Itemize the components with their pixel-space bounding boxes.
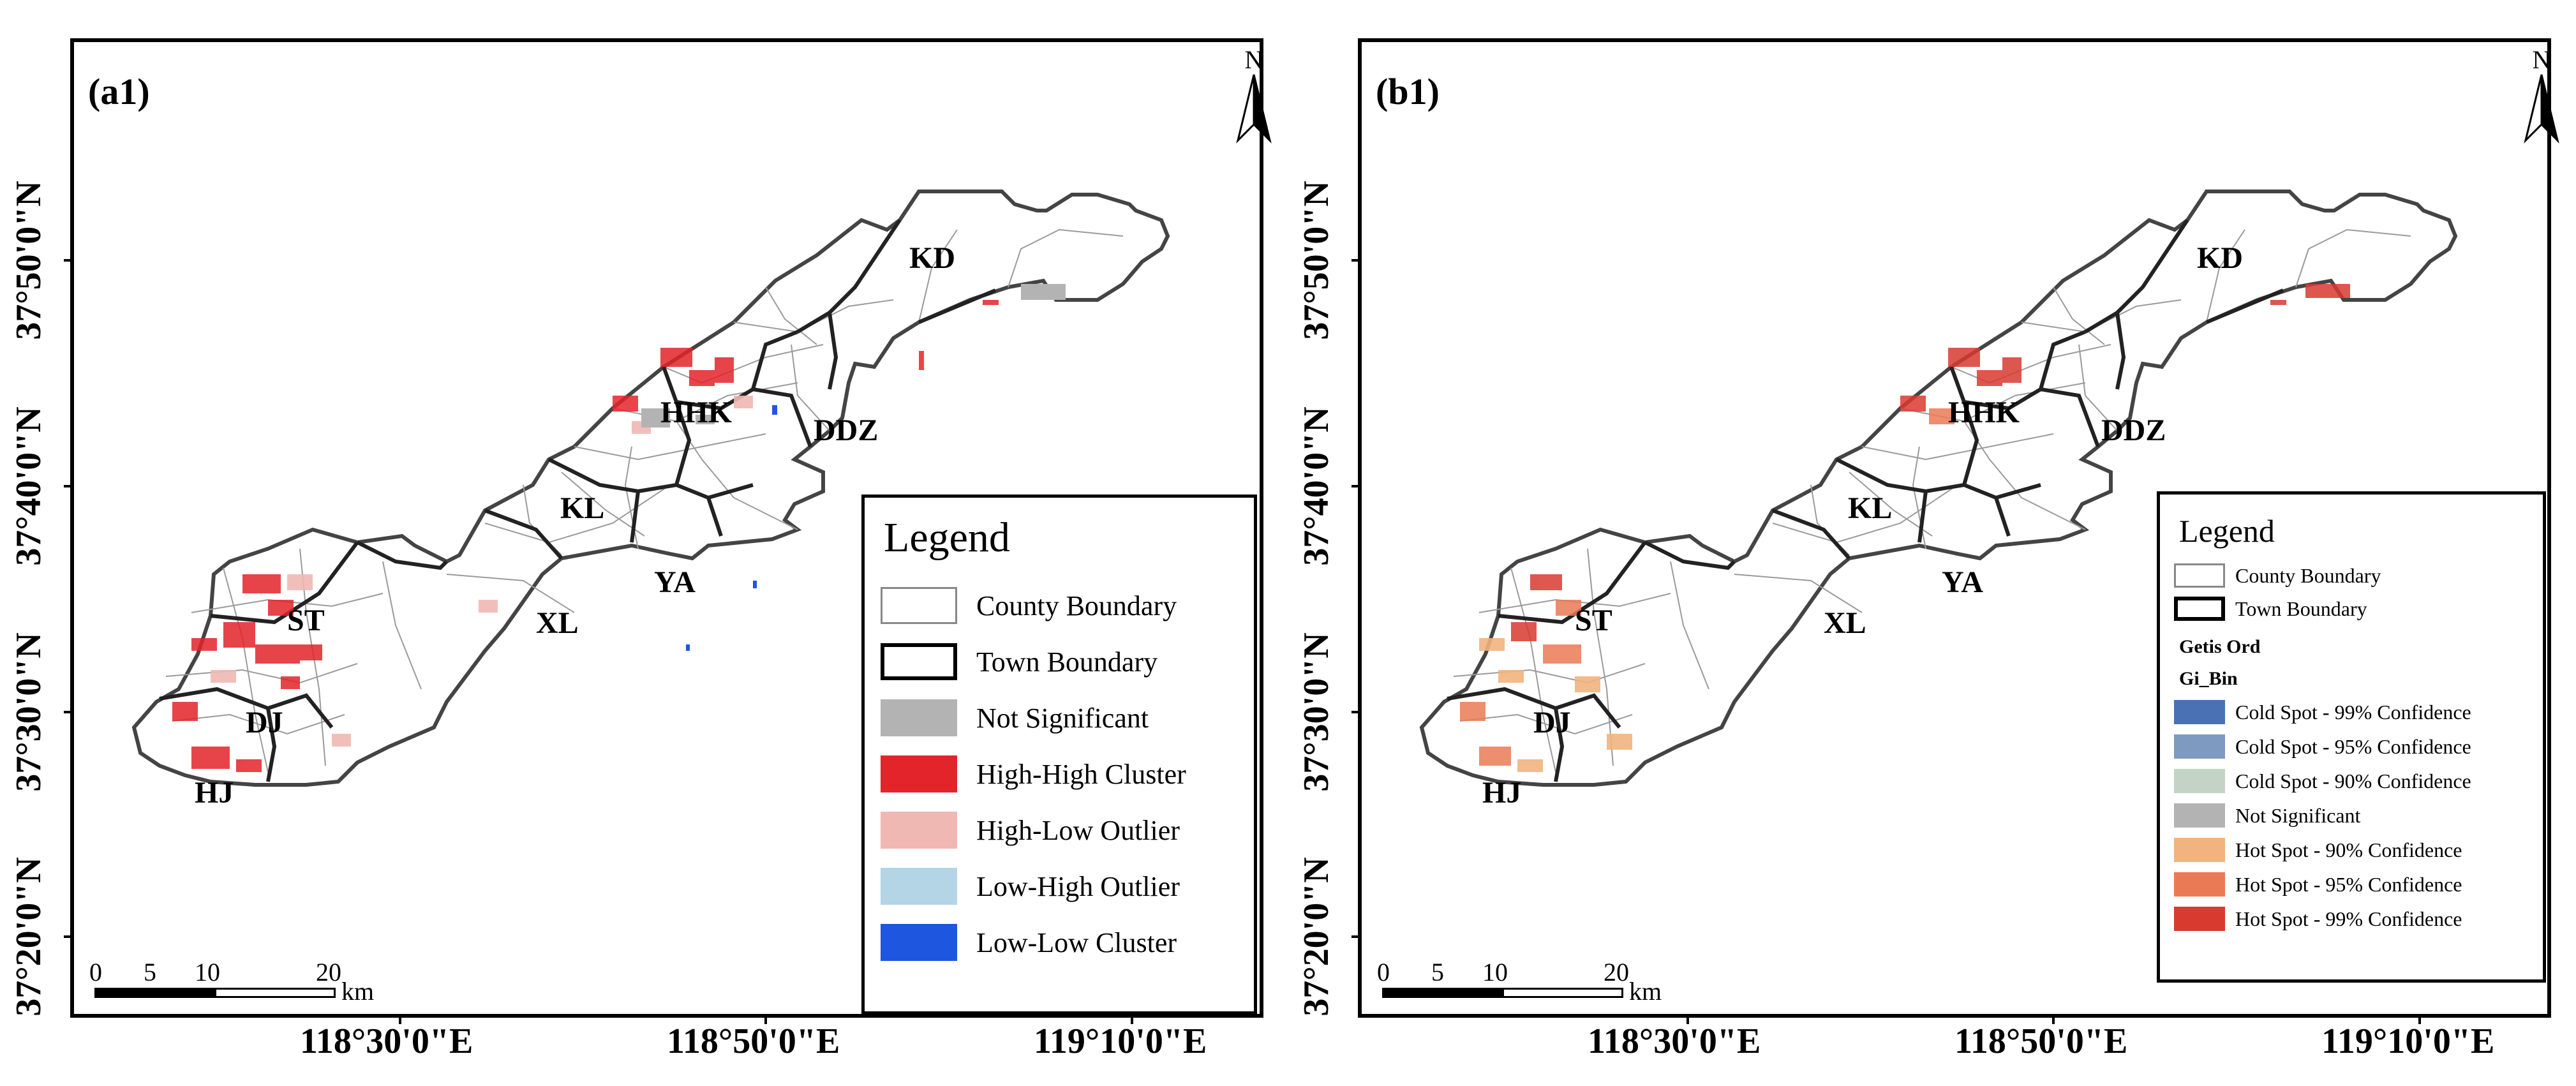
legend-item-hot-90: Hot Spot - 90% Confidence <box>2160 838 2462 862</box>
town-label-ya: YA <box>654 565 696 599</box>
lat-tick <box>1351 711 1359 713</box>
town-label-ya: YA <box>1942 565 1983 599</box>
lon-tick <box>764 1016 767 1024</box>
panel-label: (a1) <box>88 71 150 112</box>
town-label-kl: KL <box>560 491 604 525</box>
legend-item-county-boundary: County Boundary <box>2160 563 2381 588</box>
lat-label-37-20: 37°20'0"N <box>9 857 48 1016</box>
map-canvas: KD HHK DDZ KL YA XL ST DJ HJ <box>0 0 1276 810</box>
town-label-ddz: DDZ <box>814 413 878 447</box>
legend-item-cold-90: Cold Spot - 90% Confidence <box>2160 769 2471 793</box>
lon-label-119-10: 119°10'0"E <box>2321 1022 2495 1061</box>
lon-tick <box>2418 1016 2421 1024</box>
town-boundaries <box>159 219 997 782</box>
legend-field-sub: Gi_Bin <box>2179 668 2238 689</box>
north-arrow-icon: N <box>2524 45 2559 144</box>
legend-item-cold-99: Cold Spot - 99% Confidence <box>2160 700 2471 724</box>
lat-label-37-20: 37°20'0"N <box>1297 857 1336 1016</box>
town-label-hhk: HHK <box>1948 396 2020 429</box>
lon-label-119-10: 119°10'0"E <box>1034 1022 1207 1061</box>
legend-item-cold-95: Cold Spot - 95% Confidence <box>2160 734 2471 759</box>
legend-item-town-boundary: Town Boundary <box>2160 597 2367 621</box>
lat-tick <box>64 935 71 938</box>
lon-label-118-50: 118°50'0"E <box>1954 1022 2128 1061</box>
town-label-ddz: DDZ <box>2101 413 2166 447</box>
lon-label-118-30: 118°30'0"E <box>1588 1022 1761 1061</box>
lat-label-37-40: 37°40'0"N <box>9 406 48 566</box>
lat-tick <box>1351 485 1359 487</box>
town-label-kd: KD <box>909 241 955 275</box>
not-significant-areas <box>641 284 1066 428</box>
legend-item-town-boundary: Town Boundary <box>865 643 1158 680</box>
high-high-clusters <box>172 300 999 772</box>
north-arrow-icon: N <box>1236 45 1272 144</box>
legend-item-high-high: High-High Cluster <box>865 755 1186 792</box>
legend-lisa: Legend County Boundary Town Boundary Not… <box>861 495 1257 1015</box>
town-label-hj: HJ <box>195 776 234 810</box>
low-low-clusters <box>686 405 777 651</box>
hot-spots-90 <box>1479 638 1632 772</box>
lat-tick <box>1351 935 1359 938</box>
lat-tick <box>64 259 71 262</box>
legend-item-county-boundary: County Boundary <box>865 587 1177 624</box>
lat-tick <box>64 485 71 487</box>
panel-lisa: KD HHK DDZ KL YA XL ST DJ HJ (a1) N 37°5… <box>0 0 1276 1086</box>
svg-text:N: N <box>1245 45 1263 74</box>
legend-item-low-low: Low-Low Cluster <box>865 924 1177 961</box>
legend-item-hot-99: Hot Spot - 99% Confidence <box>2160 907 2462 931</box>
town-label-st: ST <box>1575 604 1612 637</box>
lat-label-37-30: 37°30'0"N <box>1297 632 1336 792</box>
legend-item-high-low: High-Low Outlier <box>865 812 1180 849</box>
map-canvas: KD HHK DDZ KL YA XL ST DJ HJ <box>1288 0 2564 810</box>
legend-item-not-significant: Not Significant <box>865 699 1149 736</box>
lat-tick <box>1351 259 1359 262</box>
lon-tick <box>1686 1016 1689 1024</box>
town-boundaries <box>1447 219 2284 782</box>
hot-spots-95 <box>1460 408 1954 766</box>
town-label-xl: XL <box>536 606 579 640</box>
lat-label-37-30: 37°30'0"N <box>9 632 48 792</box>
town-label-kd: KD <box>2197 241 2243 275</box>
panel-getis-ord: KD HHK DDZ KL YA XL ST DJ HJ (b1) N 37°5… <box>1288 0 2564 1086</box>
lon-tick <box>1131 1016 1133 1024</box>
lat-label-37-50: 37°50'0"N <box>9 181 48 340</box>
svg-text:N: N <box>2533 45 2551 74</box>
town-label-hj: HJ <box>1482 776 1521 810</box>
town-label-hhk: HHK <box>660 396 732 429</box>
town-label-dj: DJ <box>246 706 283 740</box>
lon-tick <box>2052 1016 2055 1024</box>
legend-item-low-high: Low-High Outlier <box>865 868 1180 905</box>
town-label-xl: XL <box>1824 606 1866 640</box>
legend-getis-ord: Legend County Boundary Town Boundary Get… <box>2157 491 2546 983</box>
town-label-kl: KL <box>1848 491 1892 525</box>
lon-label-118-30: 118°30'0"E <box>300 1022 473 1061</box>
legend-title: Legend <box>2179 513 2275 549</box>
lat-label-37-40: 37°40'0"N <box>1297 406 1336 566</box>
legend-item-hot-95: Hot Spot - 95% Confidence <box>2160 872 2462 896</box>
hot-spots-99 <box>1511 284 2350 641</box>
lat-tick <box>64 711 71 713</box>
lon-label-118-50: 118°50'0"E <box>667 1022 840 1061</box>
legend-field-name: Getis Ord <box>2179 636 2261 657</box>
legend-item-not-significant: Not Significant <box>2160 803 2360 828</box>
panel-label: (b1) <box>1376 71 1440 112</box>
legend-title: Legend <box>884 514 1010 561</box>
lat-label-37-50: 37°50'0"N <box>1297 181 1336 340</box>
lon-tick <box>399 1016 401 1024</box>
town-label-st: ST <box>287 604 325 637</box>
town-label-dj: DJ <box>1533 706 1571 740</box>
